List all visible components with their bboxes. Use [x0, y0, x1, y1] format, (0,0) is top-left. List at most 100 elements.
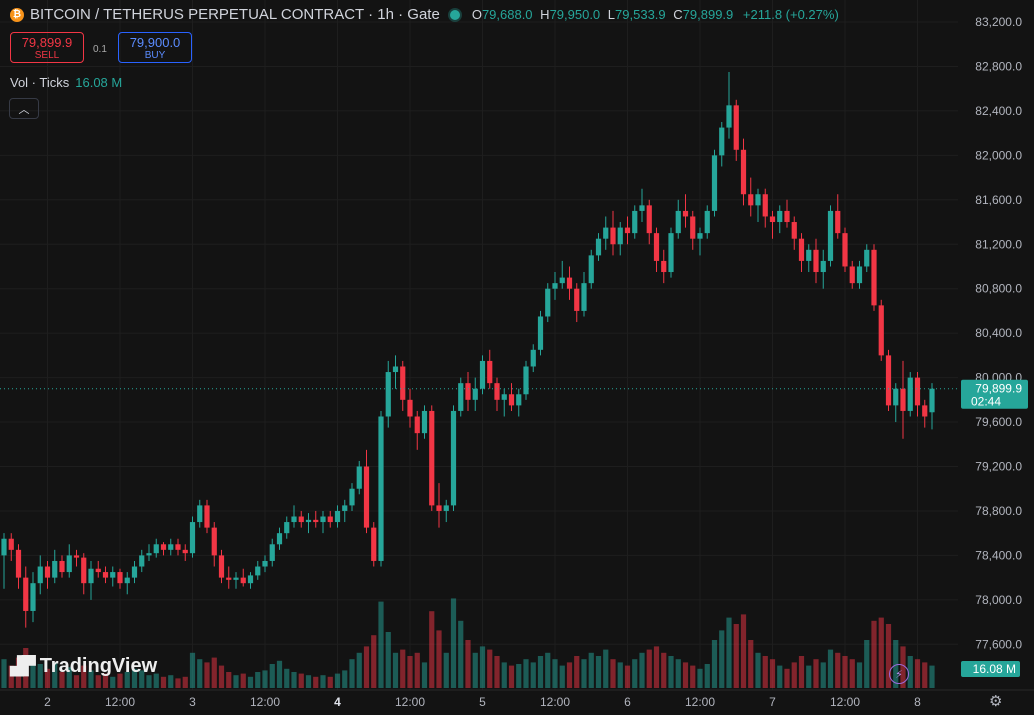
volume-tag-value: 16.08 M — [973, 662, 1016, 676]
volume-bar — [798, 656, 805, 688]
y-tick-label: 80,400.0 — [975, 326, 1022, 340]
candle-body — [479, 360, 486, 389]
candle-body — [363, 466, 370, 528]
volume-bar — [363, 646, 370, 688]
x-tick-label: 4 — [334, 695, 341, 709]
candle-body — [52, 560, 58, 578]
candle-body — [871, 249, 877, 306]
volume-bar — [59, 672, 65, 688]
candle-body — [204, 505, 210, 528]
candle-body — [421, 410, 428, 434]
candle-body — [59, 560, 65, 573]
volume-bar — [617, 662, 623, 688]
candle-body — [247, 575, 254, 584]
candle-body — [900, 388, 906, 411]
x-tick-label: 2 — [44, 695, 51, 709]
volume-bar — [356, 652, 362, 688]
candle-body — [124, 577, 130, 584]
volume-bar — [349, 659, 355, 688]
candle-body — [632, 210, 638, 234]
volume-bar — [537, 656, 544, 688]
logo-text: TradingView — [39, 655, 158, 677]
volume-bar — [755, 652, 761, 688]
volume-bar — [320, 675, 326, 688]
candle-body — [675, 210, 681, 234]
volume-bar — [197, 659, 203, 688]
volume-bar — [218, 665, 225, 688]
candle-body — [110, 572, 116, 578]
candle-body — [661, 260, 667, 273]
volume-legend[interactable]: Vol · Ticks 16.08 M — [10, 75, 122, 90]
volume-bar — [545, 652, 551, 688]
last-price-tag — [961, 379, 1028, 409]
candle-body — [791, 222, 797, 239]
collapse-legend-button[interactable]: ︿ — [9, 98, 39, 119]
x-tick-label: 12:00 — [250, 695, 280, 709]
candle-body — [755, 194, 761, 206]
buy-button[interactable]: 79,900.0 BUY — [118, 32, 192, 63]
volume-bar — [914, 659, 921, 688]
candle-body — [429, 410, 435, 506]
candle-body — [827, 210, 834, 261]
x-tick-label: 12:00 — [830, 695, 860, 709]
volume-bar — [668, 656, 674, 688]
volume-bar — [342, 670, 348, 688]
candle-body — [349, 488, 355, 506]
change-value: +211.8 (+0.27%) — [742, 7, 839, 22]
candle-body — [566, 277, 573, 289]
candle-body — [218, 555, 225, 578]
lightning-icon[interactable]: ⚡ — [889, 664, 909, 684]
candle-body — [240, 577, 246, 584]
market-status-icon[interactable] — [449, 9, 460, 20]
volume-bar — [523, 659, 529, 688]
volume-bar — [182, 676, 188, 688]
candle-body — [371, 527, 377, 561]
y-tick-label: 82,800.0 — [975, 59, 1022, 73]
y-tick-label: 80,800.0 — [975, 282, 1022, 296]
volume-bar — [646, 649, 652, 688]
volume-bar — [922, 662, 928, 688]
volume-bar — [407, 656, 413, 688]
y-tick-label: 77,600.0 — [975, 637, 1022, 651]
ohlc-readout: O79,688.0 H79,950.0 L79,533.9 C79,899.9 … — [471, 7, 839, 22]
volume-bar — [211, 657, 217, 688]
volume-bar — [740, 614, 747, 688]
gear-icon[interactable]: ⚙ — [989, 693, 1003, 710]
candle-body — [81, 557, 87, 584]
volume-bar — [777, 665, 783, 688]
volume-bar — [73, 675, 80, 688]
symbol-title[interactable]: BITCOIN / TETHERUS PERPETUAL CONTRACT · … — [30, 6, 440, 23]
volume-bar — [44, 668, 51, 688]
volume-bar — [508, 665, 515, 688]
volume-bar — [226, 672, 232, 688]
candle-body — [385, 372, 391, 417]
candle-body — [842, 233, 848, 267]
candle-body — [820, 260, 826, 273]
volume-legend-label: Vol · Ticks — [10, 75, 70, 90]
sell-button[interactable]: 79,899.9 SELL — [10, 32, 84, 63]
y-tick-label: 82,400.0 — [975, 104, 1022, 118]
volume-bar — [791, 662, 797, 688]
tradingview-logo[interactable]: ▟▛ TradingView — [10, 655, 157, 678]
candle-body — [327, 516, 333, 523]
volume-bar — [479, 646, 486, 688]
candle-body — [798, 238, 805, 261]
countdown-timer: 02:44 — [971, 395, 1001, 409]
candle-body — [189, 522, 196, 554]
x-tick-label: 3 — [189, 695, 196, 709]
candle-body — [697, 233, 703, 239]
candle-body — [269, 544, 275, 561]
bitcoin-icon: ₿ — [10, 7, 24, 22]
buy-label: BUY — [144, 49, 166, 61]
candle-body — [711, 155, 718, 211]
candle-body — [37, 566, 43, 584]
chart-header: ₿ BITCOIN / TETHERUS PERPETUAL CONTRACT … — [10, 6, 839, 23]
candle-body — [668, 233, 674, 273]
volume-bar — [81, 665, 87, 688]
y-tick-label: 78,000.0 — [975, 593, 1022, 607]
volume-bar — [907, 656, 913, 688]
volume-bar — [421, 662, 428, 688]
candle-body — [88, 568, 94, 584]
candle-body — [646, 205, 652, 234]
